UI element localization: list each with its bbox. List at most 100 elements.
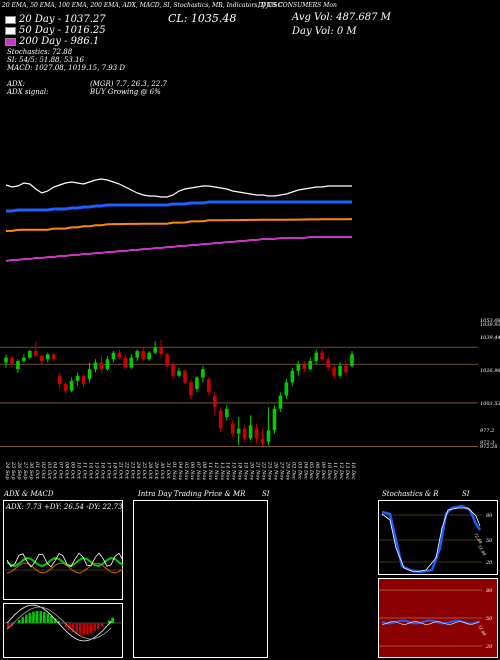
- date-label: 27 Sep: [22, 461, 28, 480]
- macd-histogram-bar: [89, 623, 93, 634]
- macd-histogram-bar: [100, 623, 104, 627]
- candle-body: [314, 352, 318, 361]
- candle-body: [218, 410, 223, 429]
- candle-body: [230, 423, 235, 434]
- date-label: 18 Oct: [111, 462, 117, 480]
- candle-body: [236, 428, 241, 434]
- date-label: 08 Oct: [64, 462, 70, 480]
- macd-histogram-bar: [25, 614, 28, 623]
- stoch-tick: 80: [486, 513, 493, 519]
- ema-lines: [5, 178, 353, 262]
- date-label: 16 Oct: [99, 462, 105, 480]
- macd-histogram-bar: [53, 618, 57, 623]
- candle-body: [248, 425, 253, 439]
- candle-body: [153, 347, 157, 353]
- date-label: 09 Dec: [320, 462, 326, 480]
- indicator-list: 20 EMA, 50 EMA, 100 EMA, 200 EMA, ADX, M…: [2, 2, 283, 9]
- date-label: 24 Sep: [4, 461, 10, 480]
- price-axis-label: 1053.08: [480, 318, 500, 324]
- intraday-si: SI: [262, 490, 270, 498]
- candle-body: [22, 357, 26, 361]
- chart-title: DJ US CONSUMERS Mon: [258, 2, 337, 9]
- date-label: 25 Oct: [141, 461, 147, 480]
- candle-body: [326, 359, 330, 368]
- avg-volume: Avg Vol: 487.687 M: [292, 12, 391, 23]
- candle-body: [350, 354, 354, 366]
- date-label: 08 Nov: [201, 462, 207, 480]
- candle-body: [51, 354, 56, 360]
- date-label: 12 Dec: [338, 462, 344, 480]
- si-lines: 80 50 20 51.88: [378, 588, 493, 650]
- candle-body: [254, 428, 259, 439]
- candle-body: [320, 352, 324, 360]
- macd-histogram-bar: [43, 612, 46, 623]
- date-label: 16 Dec: [350, 462, 356, 480]
- adx-label: ADX:: [7, 80, 26, 88]
- price-axis-label: 972.28: [480, 444, 498, 450]
- date-label: 25 Sep: [10, 461, 16, 480]
- candle-body: [123, 357, 128, 368]
- date-label: 10 Oct: [76, 462, 82, 480]
- stoch-value-label: 51.88: [477, 544, 487, 557]
- stoch-value-label: 72.88: [473, 532, 483, 545]
- stoch-si: SI: [462, 490, 470, 498]
- date-label: 19 Nov: [243, 462, 249, 480]
- date-label: 14 Oct: [88, 462, 94, 480]
- candle-body: [105, 359, 110, 370]
- date-label: 15 Oct: [93, 462, 99, 480]
- date-label: 11 Dec: [332, 462, 338, 480]
- adx-readout: (MGR) 7.7, 26.3, 22.7: [90, 80, 167, 88]
- candle-body: [183, 370, 187, 383]
- price-axis-label: 1003.53: [480, 401, 500, 407]
- candle-body: [81, 375, 86, 385]
- candle-body: [165, 354, 169, 366]
- si-signal-line: [381, 621, 480, 625]
- date-label: 22 Nov: [261, 461, 267, 480]
- date-label: 21 Oct: [117, 461, 123, 480]
- macd-histogram-bar: [21, 617, 24, 623]
- date-label: 13 Dec: [344, 462, 350, 480]
- date-label: 11 Nov: [207, 462, 213, 480]
- candle-body: [28, 351, 32, 358]
- date-label: 02 Dec: [290, 462, 296, 480]
- date-label: 03 Dec: [296, 462, 302, 480]
- date-label: 04 Oct: [52, 462, 58, 480]
- date-label: 30 Oct: [159, 462, 165, 480]
- stoch-tick: 50: [486, 538, 493, 544]
- ema-line-2: [5, 236, 352, 262]
- date-axis: 24 Sep 25 Sep 26 Sep 27 Sep 30 Sep 01 Oct 02 O…: [4, 461, 356, 480]
- date-label: 04 Dec: [302, 462, 308, 480]
- ma-50-swatch: [5, 26, 16, 35]
- date-label: 02 Oct: [40, 462, 46, 480]
- macd-readout: MACD: 1027.08, 1019.15, 7.93 D: [7, 64, 125, 72]
- candle-body: [135, 351, 140, 358]
- date-label: 10 Dec: [326, 462, 332, 480]
- candle-body: [284, 382, 289, 396]
- macd-histogram-bar: [75, 623, 78, 634]
- adx-minus-line: [6, 562, 123, 574]
- date-label: 07 Nov: [195, 462, 201, 480]
- candles: [4, 339, 354, 447]
- date-label: 21 Nov: [255, 461, 261, 480]
- macd-histogram-bar: [107, 620, 111, 623]
- si-tick: 50: [486, 616, 493, 622]
- macd-histogram-bar: [39, 611, 42, 623]
- price-axis-label: 1039.93: [480, 322, 500, 328]
- date-label: 24 Oct: [135, 461, 141, 480]
- candle-body: [266, 430, 271, 442]
- close-price: CL: 1035.48: [168, 12, 237, 25]
- candle-body: [141, 351, 145, 360]
- ema-line-1: [6, 200, 352, 213]
- macd-histogram-bar: [61, 623, 64, 625]
- candle-body: [129, 357, 134, 368]
- date-label: 27 Nov: [278, 461, 284, 480]
- date-label: 20 Nov: [249, 461, 255, 480]
- adx-lines: [3, 552, 123, 574]
- candle-body: [57, 375, 62, 385]
- candle-body: [201, 369, 205, 378]
- adx-signal-readout: BUY Growing @ 6%: [90, 88, 161, 96]
- adx-panel: ADX: 7.73 +DY: 26.54 -DY: 22.73: [3, 500, 123, 600]
